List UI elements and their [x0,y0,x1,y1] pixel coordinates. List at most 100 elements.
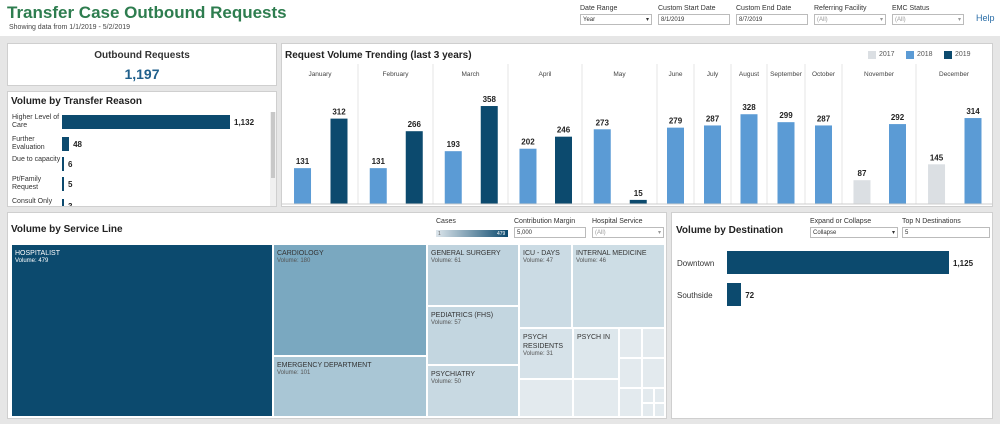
treemap-cell[interactable]: PSYCH IN [573,328,619,379]
top-n-input[interactable]: 5 [902,227,990,238]
transfer-reason-bar[interactable] [62,199,64,206]
trend-bar[interactable] [964,118,982,204]
destination-value: 72 [745,291,755,300]
date-range-dropdown[interactable]: Year ▾ [580,14,652,25]
trend-bar[interactable] [853,180,871,204]
trend-bar[interactable] [369,168,387,204]
trend-bar[interactable] [519,148,537,204]
trend-bar[interactable] [593,129,611,204]
trend-bar[interactable] [889,124,906,204]
emc-status-dropdown[interactable]: (All) ▾ [892,14,964,25]
treemap-cell[interactable]: EMERGENCY DEPARTMENT Volume: 101 [273,356,427,417]
scrollbar-thumb[interactable] [271,112,275,178]
transfer-reason-label: Higher Level of Care [12,114,60,129]
hospital-service-dropdown[interactable]: (All) ▾ [592,227,664,238]
destination-bar[interactable] [727,251,949,274]
transfer-reason-row[interactable]: Due to capacity 6 [8,156,268,176]
date-range-value: Year [583,17,596,23]
emc-status-value: (All) [895,17,906,23]
chevron-down-icon: ▾ [891,230,895,236]
transfer-reason-label: Due to capacity [12,156,61,163]
treemap-cell-name: CARDIOLOGY [277,250,324,257]
legend-swatch [868,51,876,59]
filter-label-emc-status: EMC Status [892,5,930,12]
cases-min: 1 [438,231,441,237]
trend-bar[interactable] [405,131,423,204]
transfer-reason-row[interactable]: Consult Only 3 [8,198,268,207]
month-label: February [382,71,409,78]
treemap-cell[interactable]: CARDIOLOGY Volume: 180 [273,244,427,356]
treemap-cell-small[interactable] [654,388,665,403]
treemap-cell[interactable]: GENERAL SURGERY Volume: 61 [427,244,519,306]
month-label: January [308,71,332,78]
transfer-reason-row[interactable]: Pt/Family Request 5 [8,176,268,196]
transfer-reason-bar[interactable] [62,157,64,171]
treemap-cell[interactable]: ICU - DAYS Volume: 47 [519,244,572,328]
chevron-down-icon: ▾ [657,230,661,236]
help-link[interactable]: Help [976,13,995,23]
trend-bar-value: 328 [742,103,756,112]
page-title: Transfer Case Outbound Requests [7,3,287,22]
scrollbar-track[interactable] [270,112,276,206]
treemap-cell[interactable]: PEDIATRICS (FHS) Volume: 57 [427,306,519,365]
cases-color-legend [436,230,508,237]
end-date-input[interactable]: 8/7/2019 [736,14,808,25]
treemap-cell-small[interactable] [619,388,642,417]
treemap-cell-small[interactable] [573,379,619,417]
month-label: March [461,71,479,78]
trend-bar[interactable] [704,125,721,204]
trend-bar-value: 358 [483,95,497,104]
month-label: August [739,71,759,78]
trend-bar[interactable] [555,136,572,204]
trend-bar[interactable] [740,114,758,204]
destination-label: Southside [677,291,713,300]
transfer-reason-row[interactable]: Higher Level of Care 1,132 [8,114,268,134]
treemap-cell-small[interactable] [619,328,642,358]
trend-bar-value: 246 [557,126,571,135]
treemap-cell-small[interactable] [519,379,573,417]
trend-bar[interactable] [777,122,795,204]
treemap-cell[interactable]: HOSPITALIST Volume: 479 [11,244,273,417]
transfer-reason-bar[interactable] [62,137,70,151]
treemap-cell-volume: Volume: 50 [431,379,462,385]
treemap-cell[interactable]: PSYCHIATRY Volume: 50 [427,365,519,417]
treemap-cell[interactable]: PSYCH RESIDENTS Volume: 31 [519,328,573,379]
treemap-cell-small[interactable] [619,358,642,388]
chevron-down-icon: ▾ [957,17,961,23]
trend-bar[interactable] [294,168,312,204]
transfer-reason-bar[interactable] [62,177,64,191]
trend-bar[interactable] [480,106,498,204]
expand-collapse-value: Collapse [813,230,837,236]
transfer-reason-value: 3 [68,202,73,207]
treemap-cell-small[interactable] [642,403,654,417]
trend-bar-value: 299 [779,111,793,120]
trend-bar[interactable] [444,151,462,204]
treemap-cell-small[interactable] [642,358,665,388]
trend-bar[interactable] [928,164,946,204]
trend-bar[interactable] [667,127,684,204]
treemap-cell-small[interactable] [642,388,654,403]
start-date-input[interactable]: 8/1/2019 [658,14,730,25]
treemap-cell-small[interactable] [642,328,665,358]
treemap-cell-name: PSYCH RESIDENTS [523,334,564,350]
referring-facility-dropdown[interactable]: (All) ▾ [814,14,886,25]
destination-bar[interactable] [727,283,742,306]
transfer-reason-row[interactable]: Further Evaluation 48 [8,136,268,156]
trend-bar[interactable] [629,199,647,204]
trend-bar-value: 287 [706,114,720,123]
filter-label-start-date: Custom Start Date [658,5,716,12]
trend-bar-value: 292 [891,113,905,122]
treemap-cell[interactable]: INTERNAL MEDICINE Volume: 46 [572,244,665,328]
expand-collapse-dropdown[interactable]: Collapse ▾ [810,227,898,238]
trend-bar-value: 193 [447,140,461,149]
legend-label: 2018 [917,51,933,58]
trend-bar[interactable] [330,118,348,204]
transfer-reason-bar[interactable] [62,115,230,129]
kpi-value: 1,197 [124,66,160,82]
destination-list: Downtown 1,125 Southside 72 [672,249,992,309]
contribution-margin-input[interactable]: 5,000 [514,227,586,238]
legend-label: 2019 [955,51,971,58]
trend-bar[interactable] [815,125,832,204]
trend-bar-value: 273 [596,118,610,127]
treemap-cell-small[interactable] [654,403,665,417]
